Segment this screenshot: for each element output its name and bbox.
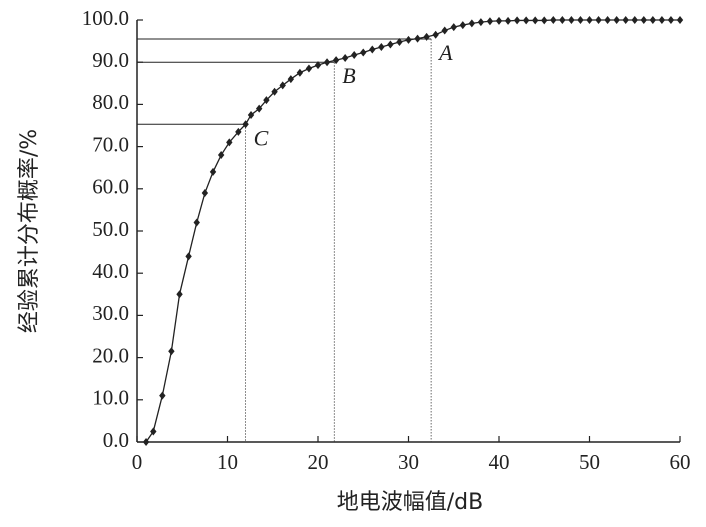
data-marker [504, 16, 512, 25]
data-marker [414, 34, 421, 43]
x-axis-label: 地电波幅值/dB [337, 490, 483, 515]
data-marker [432, 30, 439, 39]
data-marker [604, 16, 611, 24]
data-marker [351, 51, 358, 60]
data-marker [541, 16, 548, 25]
data-marker [332, 56, 340, 65]
y-tick-label: 0.0 [103, 428, 129, 452]
data-marker [568, 16, 575, 24]
data-marker [242, 120, 249, 129]
data-marker [296, 68, 304, 77]
data-marker [305, 64, 313, 73]
data-marker [622, 16, 629, 24]
data-marker [314, 61, 322, 70]
data-marker [495, 16, 503, 25]
data-marker [185, 252, 192, 261]
data-marker [142, 438, 150, 446]
y-tick-label: 70.0 [92, 132, 129, 156]
data-marker [247, 110, 255, 119]
data-marker [159, 391, 166, 400]
data-marker [279, 81, 286, 90]
data-marker [631, 16, 638, 24]
y-tick-label: 60.0 [92, 175, 129, 199]
data-marker [360, 48, 367, 57]
data-marker [459, 21, 466, 30]
data-marker [396, 37, 403, 46]
data-marker [513, 16, 521, 25]
data-marker [378, 43, 385, 52]
y-tick-label: 90.0 [92, 48, 129, 72]
x-tick-label: 40 [489, 450, 510, 474]
data-marker [226, 138, 233, 147]
y-tick-label: 80.0 [92, 90, 129, 114]
x-tick-label: 50 [579, 450, 600, 474]
data-marker [577, 16, 584, 24]
data-marker [423, 32, 430, 41]
data-marker [595, 16, 602, 24]
x-tick-label: 30 [398, 450, 419, 474]
x-tick-label: 60 [670, 450, 691, 474]
data-marker [532, 16, 539, 25]
data-marker [209, 167, 217, 176]
annotation: B [342, 63, 355, 88]
y-tick-label: 30.0 [92, 301, 129, 325]
data-marker [441, 26, 448, 35]
y-axis-label: 经验累计分布概率/% [17, 129, 42, 333]
data-marker [450, 23, 457, 32]
data-marker [676, 16, 684, 24]
data-marker [387, 40, 394, 49]
x-tick-label: 20 [308, 450, 329, 474]
data-marker [201, 189, 209, 198]
data-marker [168, 347, 175, 356]
data-marker [323, 58, 331, 67]
data-marker [341, 53, 349, 62]
data-marker [217, 151, 225, 160]
y-tick-label: 50.0 [92, 217, 129, 241]
annotation: C [254, 125, 269, 150]
y-tick-label: 10.0 [92, 386, 129, 410]
y-tick-label: 20.0 [92, 343, 129, 367]
data-marker [405, 35, 412, 44]
data-marker [150, 427, 157, 436]
data-marker [658, 16, 666, 24]
x-tick-label: 0 [132, 450, 143, 474]
y-tick-label: 100.0 [82, 6, 129, 30]
data-marker [468, 19, 476, 28]
x-tick-label: 10 [217, 450, 238, 474]
y-tick-label: 40.0 [92, 259, 129, 283]
data-marker [559, 16, 566, 24]
data-marker [287, 75, 295, 84]
data-line [145, 19, 680, 443]
data-marker [486, 17, 494, 26]
data-marker [522, 16, 530, 25]
data-marker [613, 16, 620, 24]
data-marker [263, 96, 270, 105]
data-marker [255, 104, 263, 113]
data-marker [477, 18, 485, 27]
data-marker [550, 16, 557, 24]
data-marker [586, 16, 593, 24]
data-marker [176, 290, 183, 299]
data-marker [271, 87, 278, 96]
annotation: A [437, 40, 453, 65]
data-marker [667, 16, 675, 24]
data-marker [640, 16, 647, 24]
data-marker [193, 218, 200, 227]
data-marker [649, 16, 657, 24]
data-marker [235, 127, 242, 136]
data-marker [369, 45, 376, 54]
